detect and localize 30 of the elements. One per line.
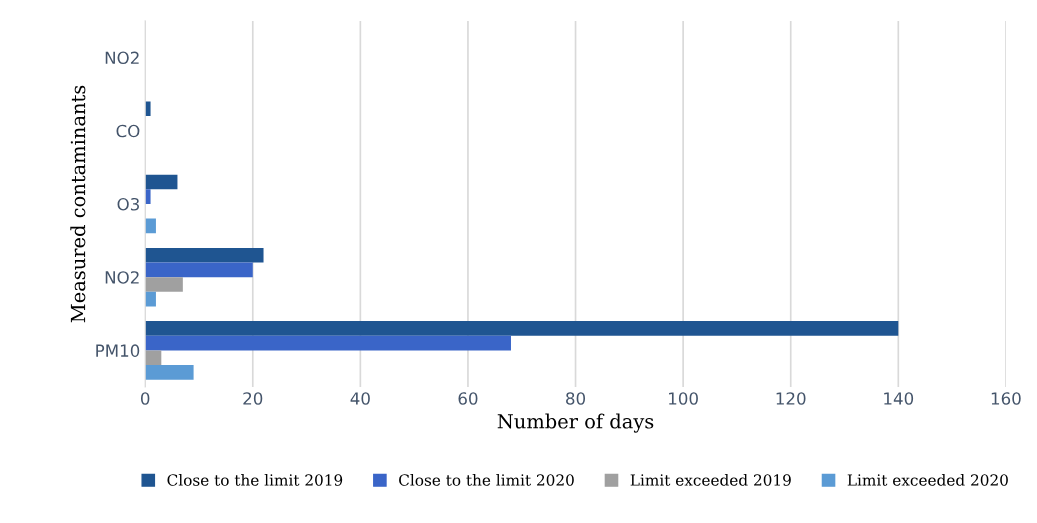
- y-tick-label: O3: [117, 197, 139, 211]
- x-tick-label: 120: [776, 392, 806, 405]
- x-tick-label: 40: [350, 392, 370, 405]
- bar: [145, 262, 253, 278]
- x-tick-label: 160: [991, 392, 1021, 405]
- x-tick-label: 20: [243, 392, 263, 405]
- bar: [145, 174, 178, 190]
- y-tick-label: NO2: [105, 271, 139, 284]
- x-tick-label: 60: [458, 392, 478, 405]
- legend-label: Limit exceeded 2020: [847, 473, 1008, 486]
- x-tick-label: 80: [566, 392, 586, 405]
- y-tick-label: PM10: [96, 344, 140, 357]
- x-axis-title: Number of days: [497, 413, 654, 433]
- y-axis-title: Measured contaminants: [70, 85, 86, 323]
- x-tick-label: 140: [884, 392, 914, 405]
- bar: [145, 365, 194, 380]
- bar: [145, 101, 151, 117]
- y-tick-label: NO2: [105, 51, 139, 65]
- bar: [145, 189, 151, 204]
- legend-label: Limit exceeded 2019: [630, 473, 791, 486]
- bar: [145, 247, 264, 263]
- legend-label: Close to the limit 2020: [399, 473, 574, 486]
- bar: [145, 350, 162, 366]
- bar: [145, 277, 183, 292]
- x-tick-label: 100: [669, 392, 698, 405]
- bar: [145, 335, 511, 351]
- x-tick-label: 0: [140, 392, 150, 405]
- bar: [145, 321, 899, 336]
- y-tick-label: CO: [116, 124, 140, 138]
- legend-label: Close to the limit 2019: [167, 473, 343, 486]
